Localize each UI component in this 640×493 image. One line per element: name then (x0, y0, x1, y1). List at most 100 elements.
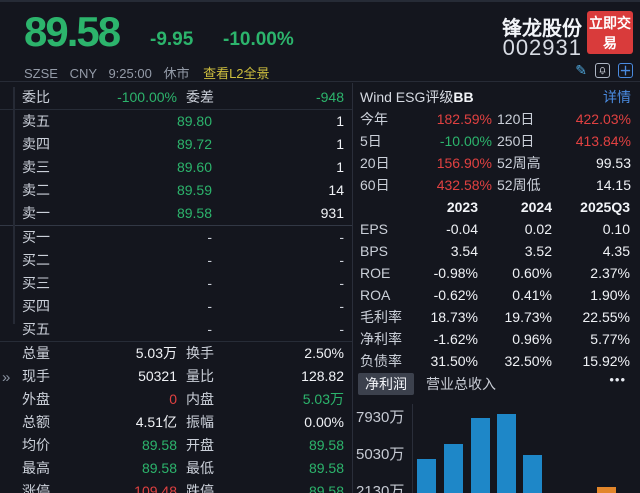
fin-value: 22.55% (582, 309, 630, 325)
fin-value: 0.10 (602, 221, 630, 237)
alert-icon[interactable] (595, 63, 610, 78)
more-options-icon[interactable]: ••• (609, 372, 626, 387)
fin-value: 4.35 (602, 243, 630, 259)
last-price: 89.58 (24, 8, 121, 55)
fin-row-roe: ROE -0.98% 0.60% 2.37% (354, 262, 640, 284)
col-2024: 2024 (520, 199, 552, 215)
stat-value: 89.58 (308, 437, 344, 453)
fin-label: 净利率 (360, 331, 402, 347)
perf-row-20d: 20日 156.90% 52周高 99.53 (354, 152, 640, 174)
stat-label: 跌停 (186, 483, 214, 493)
edit-icon[interactable]: ✎ (575, 62, 587, 78)
bid-label: 买一 (22, 229, 50, 245)
ask-volume: 931 (320, 205, 344, 221)
perf-label: 120日 (497, 111, 535, 127)
stat-label: 均价 (22, 437, 50, 453)
weicha-label: 委差 (186, 89, 214, 105)
fin-value: -0.62% (433, 287, 478, 303)
col-2025q3: 2025Q3 (580, 199, 630, 215)
financials-header-row: 2023 2024 2025Q3 (354, 196, 640, 218)
perf-value: 156.90% (436, 155, 492, 171)
bell-glyph (599, 67, 606, 75)
bid-row-1[interactable]: 买一 - - (0, 226, 352, 249)
weicha-value: -948 (315, 89, 344, 105)
perf-row-5d: 5日 -10.00% 250日 413.84% (354, 130, 640, 152)
trade-now-button[interactable]: 立即交易 (587, 11, 633, 54)
bid-row-2[interactable]: 买二 - - (0, 249, 352, 272)
fin-value: 0.41% (512, 287, 552, 303)
weibi-row: 委比 -100.00% 委差 -948 (0, 86, 352, 109)
l2-panorama-link[interactable]: 查看L2全景 (203, 66, 270, 81)
stats-row-volume: 总量 5.03万 换手 2.50% (0, 342, 352, 365)
chart-bar (497, 414, 516, 493)
fin-label: ROE (360, 265, 391, 281)
stat-value: 109.48 (134, 483, 177, 493)
ask-row-5[interactable]: 卖五 89.80 1 (0, 110, 352, 133)
currency-label: CNY (69, 66, 97, 81)
ask-row-3[interactable]: 卖三 89.60 1 (0, 156, 352, 179)
fin-row-roa: ROA -0.62% 0.41% 1.90% (354, 284, 640, 306)
perf-value: -10.00% (439, 133, 492, 149)
bid-volume: - (339, 298, 344, 314)
ask-price: 89.60 (176, 159, 212, 175)
perf-label: 250日 (497, 133, 535, 149)
ask-label: 卖三 (22, 159, 50, 175)
fin-row-debt-ratio: 负债率 31.50% 32.50% 15.92% (354, 350, 640, 372)
bid-row-3[interactable]: 买三 - - (0, 272, 352, 295)
ask-label: 卖四 (22, 136, 50, 152)
ask-label: 卖二 (22, 182, 50, 198)
bid-row-5[interactable]: 买五 - - (0, 318, 352, 341)
ask-row-1[interactable]: 卖一 89.58 931 (0, 202, 352, 225)
esg-label: Wind ESG评级 (360, 89, 454, 105)
fin-value: 0.96% (512, 331, 552, 347)
stats-row-limits: 涨停 109.48 跌停 89.58 (0, 480, 352, 493)
ask-row-2[interactable]: 卖二 89.59 14 (0, 179, 352, 202)
stat-label: 内盘 (186, 391, 214, 407)
stat-label: 涨停 (22, 483, 50, 493)
bid-label: 买四 (22, 298, 50, 314)
fin-row-net-margin: 净利率 -1.62% 0.96% 5.77% (354, 328, 640, 350)
perf-value: 432.58% (436, 177, 492, 193)
bid-row-4[interactable]: 买四 - - (0, 295, 352, 318)
ask-volume: 14 (328, 182, 344, 198)
fin-value: 3.52 (524, 243, 552, 259)
chart-bar (471, 417, 490, 493)
chart-tabbar: 净利润 营业总收入 ••• (354, 372, 640, 395)
fin-value: 2.37% (590, 265, 630, 281)
esg-detail-link[interactable]: 详情 (603, 89, 631, 105)
col-2023: 2023 (446, 199, 478, 215)
fin-label: 毛利率 (360, 309, 402, 325)
perf-row-ytd: 今年 182.59% 120日 422.03% (354, 108, 640, 130)
fin-row-bps: BPS 3.54 3.52 4.35 (354, 240, 640, 262)
y-tick: 5030万 (356, 446, 405, 463)
esg-rating: BB (453, 89, 474, 105)
tab-total-revenue[interactable]: 营业总收入 (426, 376, 496, 392)
expand-panel-icon[interactable]: » (2, 369, 11, 386)
stat-label: 量比 (186, 368, 214, 384)
stat-label: 总量 (22, 345, 50, 361)
stat-label: 开盘 (186, 437, 214, 453)
fin-value: 1.90% (590, 287, 630, 303)
tab-net-profit[interactable]: 净利润 (358, 373, 414, 395)
fin-row-gross-margin: 毛利率 18.73% 19.73% 22.55% (354, 306, 640, 328)
y-tick: 7930万 (356, 409, 405, 426)
add-to-watchlist-icon[interactable]: ＋ (618, 63, 633, 78)
stat-value: 89.58 (308, 460, 344, 476)
bid-price: - (207, 275, 212, 291)
stat-value: 2.50% (304, 345, 344, 361)
fin-value: -0.98% (433, 265, 478, 281)
bid-label: 买二 (22, 252, 50, 268)
ask-volume: 1 (336, 136, 344, 152)
divider (0, 341, 352, 342)
bid-price: - (207, 298, 212, 314)
stat-label: 最低 (186, 460, 214, 476)
stats-row-high-low: 最高 89.58 最低 89.58 (0, 457, 352, 480)
header-icons: ✎ ＋ (575, 62, 633, 79)
stats-row-lot: 现手 50321 量比 128.82 (0, 365, 352, 388)
fin-value: 19.73% (504, 309, 552, 325)
price-change: -9.95 (150, 29, 194, 50)
perf-label: 52周高 (497, 155, 541, 171)
fin-label: 负债率 (360, 353, 402, 369)
ask-row-4[interactable]: 卖四 89.72 1 (0, 133, 352, 156)
esg-row: Wind ESG评级BB 详情 (354, 86, 640, 108)
